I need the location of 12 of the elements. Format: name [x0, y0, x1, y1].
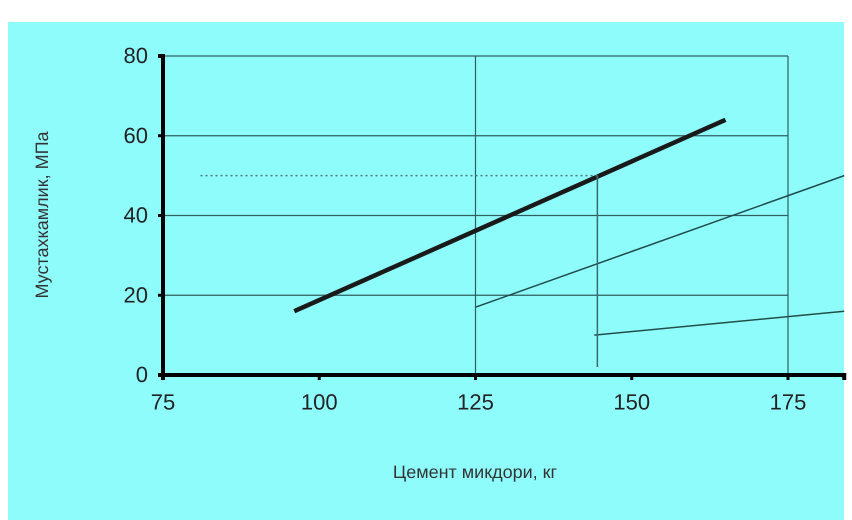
y-axis-title: Мустахкамлик, МПа [32, 130, 52, 299]
x-tick-label: 175 [770, 390, 806, 415]
x-tick-label: 100 [300, 390, 338, 415]
x-axis-title: Цемент микдори, кг [392, 462, 558, 482]
y-tick-label: 60 [124, 122, 148, 148]
y-tick-label: 0 [136, 362, 148, 388]
y-tick-label: 20 [124, 282, 148, 308]
y-tick-label: 80 [124, 43, 148, 68]
y-tick-label: 40 [124, 202, 148, 228]
x-tick-label: 125 [457, 390, 494, 415]
x-tick-label: 75 [150, 390, 176, 415]
x-tick-label: 150 [613, 390, 650, 415]
